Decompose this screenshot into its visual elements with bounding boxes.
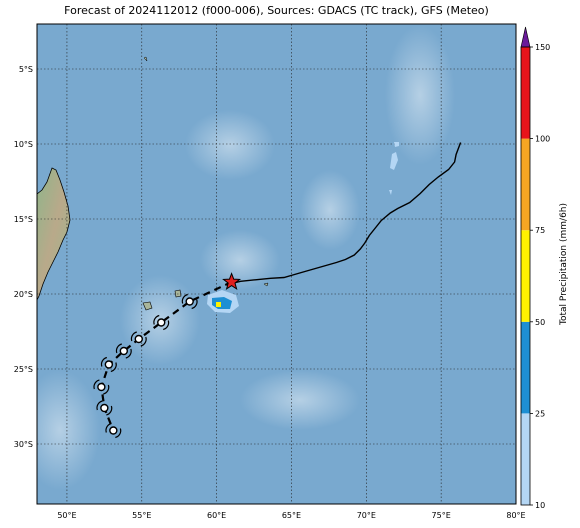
forecast-position-marker <box>105 422 122 439</box>
colorbar-segment <box>521 230 530 322</box>
colorbar-tick-label: 100 <box>535 135 550 144</box>
colorbar-segment <box>521 138 530 231</box>
colorbar-tick-label: 50 <box>535 318 545 327</box>
heavy-precip-cell <box>216 302 221 307</box>
latitude-tick-label: 30°S <box>14 440 33 449</box>
latitude-tick-label: 25°S <box>14 365 33 374</box>
latitude-labels: 5°S 10°S 15°S 20°S 25°S 30°S <box>14 65 33 449</box>
forecast-position-marker <box>93 379 110 395</box>
light-precip-cell <box>389 190 392 195</box>
mauritius-island <box>174 289 182 298</box>
latitude-tick-label: 15°S <box>14 215 33 224</box>
madagascar-landmass <box>37 167 71 301</box>
latitude-tick-label: 10°S <box>14 140 33 149</box>
longitude-tick-label: 75°E <box>432 511 451 520</box>
light-precip-cell <box>390 152 398 170</box>
colorbar-segment <box>521 413 530 505</box>
longitude-tick-label: 80°E <box>506 511 525 520</box>
colorbar-segment <box>521 47 530 139</box>
forecast-position-marker <box>96 400 113 416</box>
colorbar-segment <box>521 321 530 414</box>
seychelles-island <box>143 56 148 62</box>
longitude-tick-label: 70°E <box>357 511 376 520</box>
colorbar-tick-label: 10 <box>535 501 545 510</box>
forecast-position-marker <box>153 314 170 331</box>
colorbar-tick-label: 150 <box>535 43 550 52</box>
rodrigues-island <box>263 282 269 287</box>
forecast-position-marker <box>181 293 198 310</box>
longitude-tick-label: 60°E <box>207 511 226 520</box>
longitude-labels: 50°E 55°E 60°E 65°E 70°E 75°E 80°E <box>57 511 525 520</box>
forecast-position-markers <box>93 293 198 439</box>
colorbar-extension-arrow <box>520 26 531 48</box>
longitude-tick-label: 55°E <box>132 511 151 520</box>
map-title: Forecast of 2024112012 (f000-006), Sourc… <box>64 4 489 17</box>
latitude-tick-label: 20°S <box>14 290 33 299</box>
colorbar-tick-label: 75 <box>535 226 545 235</box>
map-frame <box>36 23 517 505</box>
gridlines <box>37 24 516 504</box>
forecast-track-line <box>100 281 233 431</box>
light-precip-cell <box>394 142 399 147</box>
reunion-island <box>142 301 153 311</box>
current-position-star <box>222 272 242 291</box>
forecast-position-marker <box>100 356 117 373</box>
colorbar-tick-label: 25 <box>535 409 545 418</box>
latitude-tick-label: 5°S <box>19 65 33 74</box>
colorbar-label: Total Precipitation (mm/6h) <box>559 203 569 326</box>
forecast-position-marker <box>130 331 147 347</box>
forecast-position-marker <box>115 343 132 359</box>
longitude-tick-label: 65°E <box>282 511 301 520</box>
precipitation-colorbar: 10 25 50 75 100 150 <box>520 26 550 510</box>
precipitation-cells <box>207 142 399 313</box>
observed-track-line <box>231 142 462 285</box>
longitude-tick-label: 50°E <box>57 511 76 520</box>
